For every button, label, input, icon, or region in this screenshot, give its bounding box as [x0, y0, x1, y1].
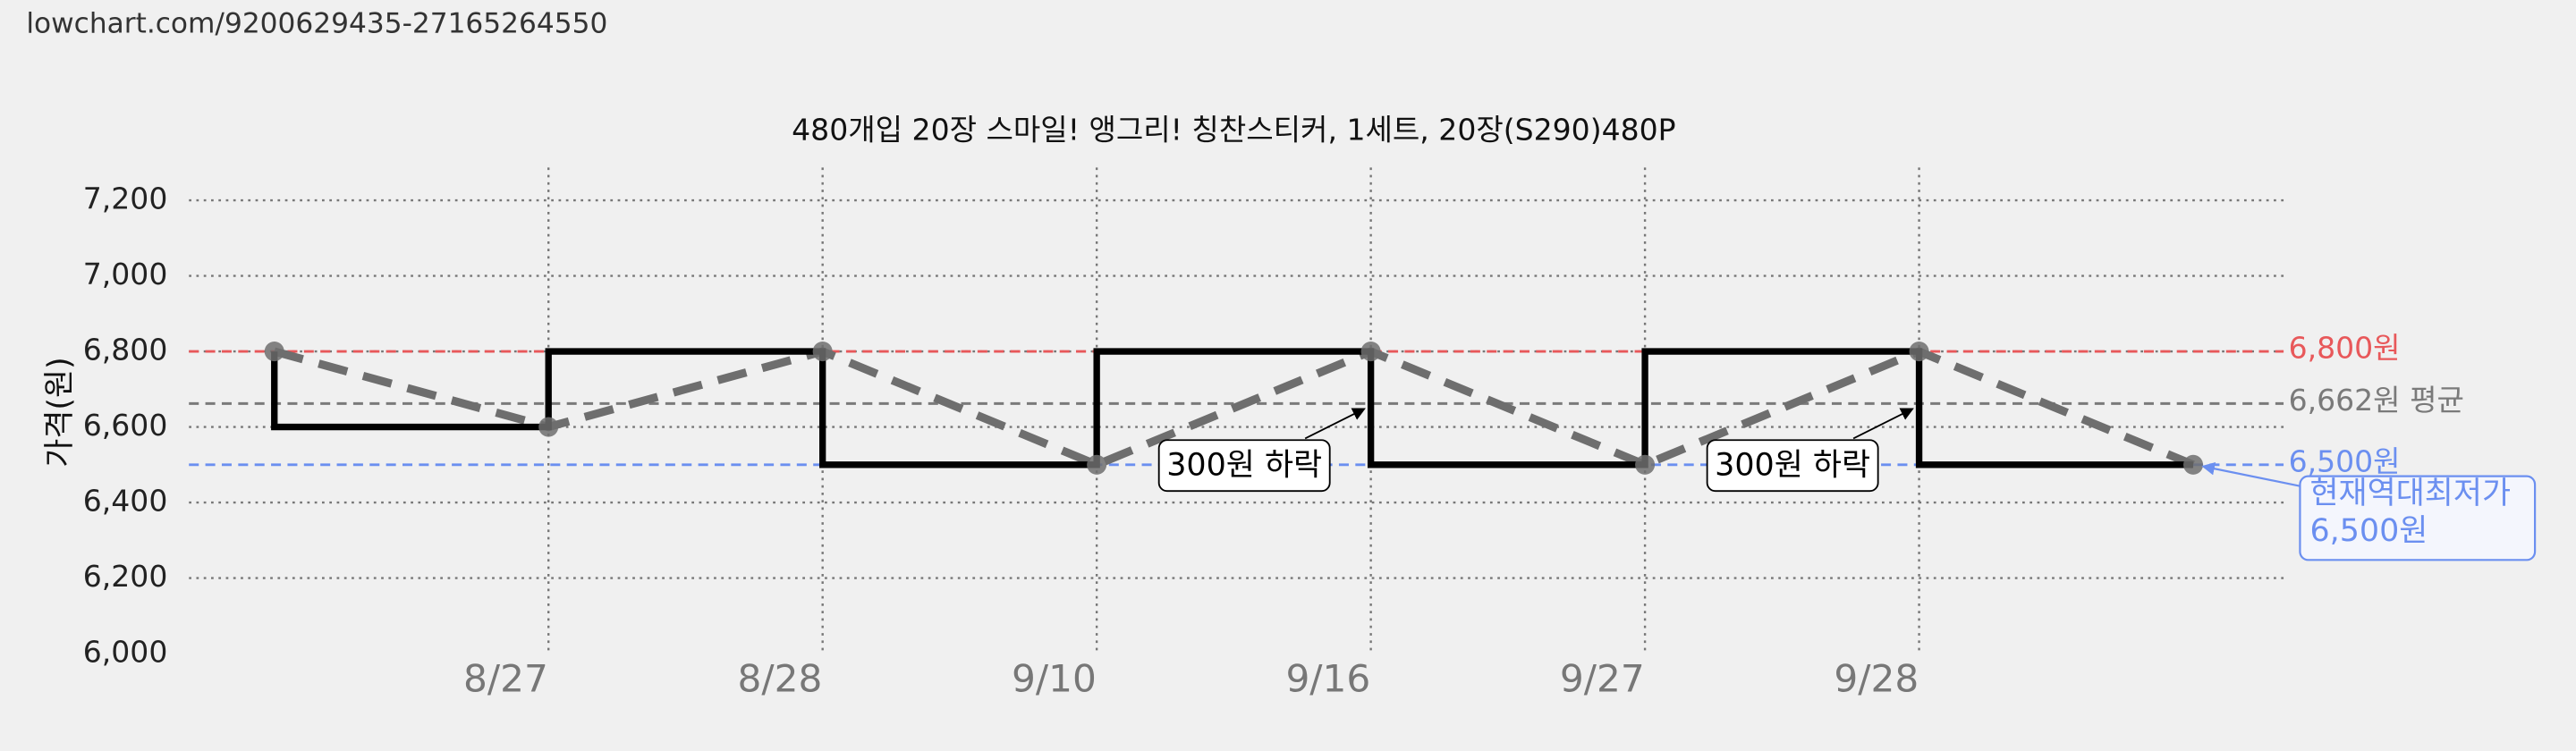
trend-line [273, 347, 2195, 469]
y-tick-label: 6,800 [83, 333, 168, 367]
reference-label: 6,800원 [2289, 331, 2401, 366]
annotation-box [1706, 439, 1879, 493]
price-point [538, 417, 559, 437]
annotation-arrow [1304, 408, 1366, 440]
price-point [1909, 342, 1929, 362]
price-step-line [271, 348, 2194, 468]
reference-label: 6,500원 [2289, 443, 2401, 478]
annotation-arrow [1852, 408, 1914, 440]
x-tick-label: 9/27 [1560, 657, 1645, 701]
y-tick-label: 6,000 [83, 635, 168, 670]
price-point [1087, 454, 1107, 475]
x-tick-label: 9/10 [1012, 657, 1097, 701]
y-tick-label: 6,200 [83, 559, 168, 594]
price-point [1635, 454, 1656, 475]
callout-text: 6,500원 [2309, 513, 2428, 549]
x-tick-label: 8/28 [738, 657, 823, 701]
annotation-text: 300원 하락 [1715, 448, 1870, 484]
y-tick-label: 7,000 [83, 257, 168, 291]
price-point [264, 342, 284, 362]
y-tick-label: 7,200 [83, 181, 168, 216]
x-tick-label: 8/27 [463, 657, 548, 701]
y-axis-label: 가격(원) [42, 357, 78, 467]
callout-text: 현재역대최저가 [2309, 476, 2511, 511]
y-tick-label: 6,400 [83, 484, 168, 519]
callout-box [2299, 475, 2537, 561]
x-tick-label: 9/28 [1834, 657, 1919, 701]
annotation-box [1157, 439, 1331, 493]
price-point [1360, 342, 1381, 362]
price-point [2183, 454, 2204, 475]
callout-arrow [2201, 461, 2301, 487]
reference-label: 6,662원 평균 [2289, 383, 2464, 418]
annotation-text: 300원 하락 [1166, 448, 1322, 484]
price-point [812, 342, 833, 362]
annotation: 300원 하락 [1706, 408, 1914, 493]
y-tick-label: 6,600 [83, 408, 168, 443]
url: lowchart.com/9200629435-27165264550 [26, 8, 607, 40]
chart-title: 480개입 20장 스마일! 앵그리! 칭찬스티커, 1세트, 20장(S290… [792, 112, 1675, 147]
annotation: 300원 하락 [1157, 408, 1366, 493]
x-tick-label: 9/16 [1285, 657, 1370, 701]
